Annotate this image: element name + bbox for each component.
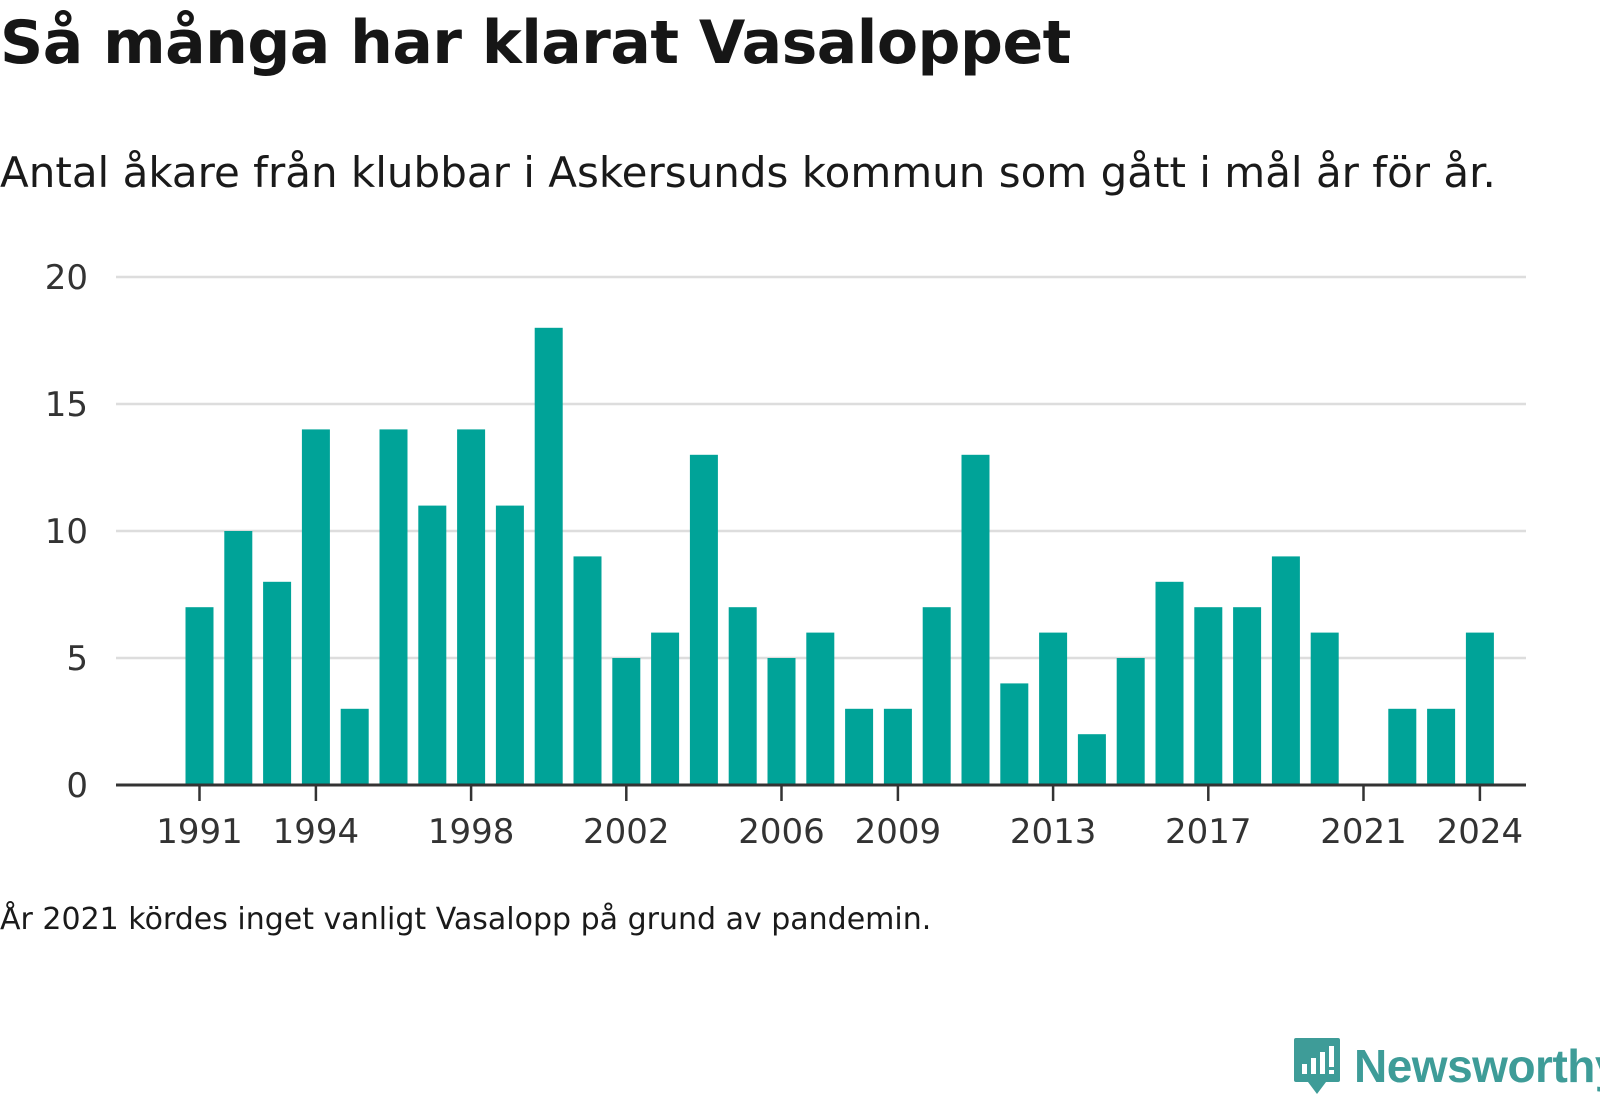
bar-2022 xyxy=(1388,708,1417,785)
bar-2019 xyxy=(1271,556,1300,785)
chart-subtitle: Antal åkare från klubbar i Askersunds ko… xyxy=(0,148,1496,197)
logo-text: Newsworthy xyxy=(1354,1040,1600,1092)
bar-2015 xyxy=(1116,658,1145,785)
bar-1998 xyxy=(457,429,486,785)
bar-1999 xyxy=(495,505,524,785)
bar-1992 xyxy=(224,531,253,785)
bar-2013 xyxy=(1039,632,1068,785)
x-tick-label: 2009 xyxy=(855,812,942,852)
x-tick-label: 2024 xyxy=(1437,812,1524,852)
bar-1995 xyxy=(340,708,369,785)
bar-2006 xyxy=(767,658,796,785)
bar-chart: 0 5 10 15 20 1991 1994 1998 2002 2006 2009 2013 2017… xyxy=(45,258,1526,852)
bar-1993 xyxy=(263,581,292,785)
x-tick-label: 2013 xyxy=(1010,812,1097,852)
bar-2011 xyxy=(961,454,990,785)
bar-2010 xyxy=(922,607,951,785)
bar-2016 xyxy=(1155,581,1184,785)
bar-2012 xyxy=(1000,683,1029,785)
x-tick-label: 1994 xyxy=(273,812,360,852)
bar-2018 xyxy=(1233,607,1262,785)
bar-1994 xyxy=(301,429,330,785)
y-tick-label: 15 xyxy=(45,385,88,425)
footnote: År 2021 kördes inget vanligt Vasalopp på… xyxy=(0,902,932,937)
bar-2007 xyxy=(806,632,835,785)
y-tick-label: 5 xyxy=(66,639,88,679)
bar-2002 xyxy=(612,658,641,785)
x-tick-label: 2006 xyxy=(738,812,825,852)
bar-2000 xyxy=(534,327,563,785)
bar-2017 xyxy=(1194,607,1223,785)
bar-2023 xyxy=(1427,708,1456,785)
newsworthy-logo-icon xyxy=(1294,1038,1340,1094)
y-tick-label: 20 xyxy=(45,258,88,298)
y-tick-label: 0 xyxy=(66,766,88,806)
x-tick-label: 1998 xyxy=(428,812,515,852)
bar-1991 xyxy=(185,607,214,785)
bar-2003 xyxy=(651,632,680,785)
bar-2001 xyxy=(573,556,602,785)
x-tick-label: 2021 xyxy=(1320,812,1407,852)
y-tick-label: 10 xyxy=(45,512,88,552)
x-tick-label: 1991 xyxy=(156,812,243,852)
bar-1997 xyxy=(418,505,447,785)
chart-title: Så många har klarat Vasaloppet xyxy=(0,8,1071,78)
bar-2005 xyxy=(728,607,757,785)
bar-2004 xyxy=(689,454,718,785)
bar-2014 xyxy=(1077,734,1106,785)
x-tick-label: 2017 xyxy=(1165,812,1252,852)
bar-2009 xyxy=(883,708,912,785)
x-tick-label: 2002 xyxy=(583,812,670,852)
bar-1996 xyxy=(379,429,408,785)
newsworthy-logo: Newsworthy xyxy=(1292,1036,1600,1096)
bar-2024 xyxy=(1465,632,1494,785)
bar-2020 xyxy=(1310,632,1339,785)
bar-2008 xyxy=(845,708,874,785)
